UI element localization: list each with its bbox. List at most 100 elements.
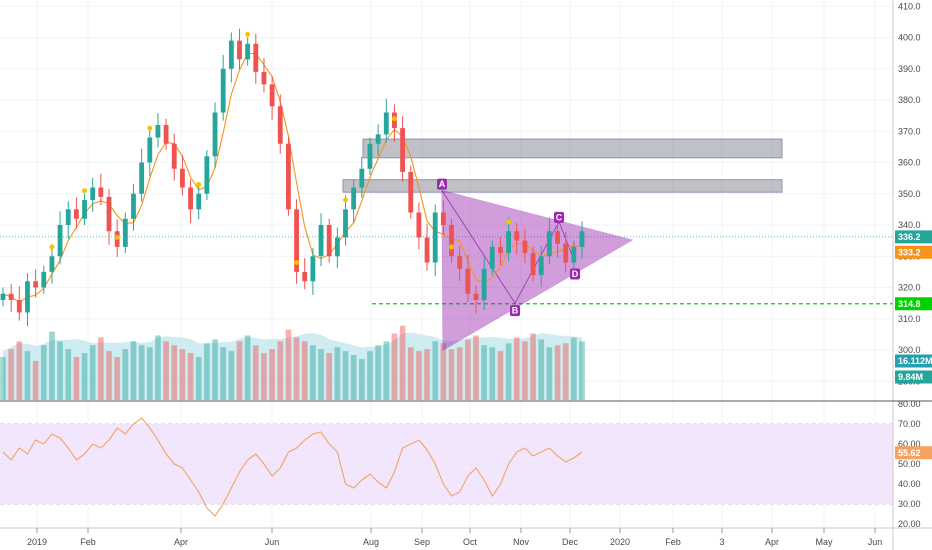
candle-body bbox=[334, 237, 340, 257]
triangle-shape bbox=[441, 189, 634, 351]
candle-body bbox=[16, 300, 22, 313]
candle-body bbox=[432, 212, 438, 263]
price-tick-label: 390.0 bbox=[898, 64, 921, 74]
rsi-value-badge: 55.62 bbox=[898, 448, 921, 458]
candle-body bbox=[82, 200, 87, 219]
volume-bar bbox=[65, 349, 72, 400]
volume-bar bbox=[252, 345, 259, 400]
rsi-tick-label: 40.00 bbox=[898, 479, 921, 489]
signal-dot bbox=[343, 197, 349, 203]
candle-body bbox=[498, 246, 503, 254]
candle-body bbox=[25, 281, 30, 313]
candle-body bbox=[98, 187, 104, 197]
pattern-point-d: D bbox=[572, 269, 579, 279]
volume-bar bbox=[530, 333, 536, 400]
volume-bar bbox=[98, 337, 104, 400]
rsi-value-badge-bg bbox=[895, 446, 932, 460]
volume-badge-2: 9.84M bbox=[898, 372, 923, 382]
price-labels: 336.2 333.2 314.8 16.112M 9.84M 55.62 A B C D bbox=[437, 178, 932, 460]
candle-body bbox=[122, 218, 128, 247]
candle-body bbox=[506, 231, 512, 254]
candle-body bbox=[555, 231, 560, 244]
volume-bar bbox=[562, 343, 569, 400]
rsi-tick-label: 70.00 bbox=[898, 419, 921, 429]
volume-bar bbox=[391, 333, 398, 400]
volume-bar bbox=[350, 355, 357, 400]
pattern-point-a-bg bbox=[437, 178, 447, 190]
time-tick-label: Apr bbox=[765, 537, 779, 547]
signal-dot bbox=[114, 235, 120, 240]
signal-dot bbox=[82, 188, 88, 194]
last-price-badge: 336.2 bbox=[898, 232, 921, 242]
candle-body bbox=[310, 256, 316, 282]
volume-bar bbox=[49, 331, 55, 400]
pattern-point-b: B bbox=[512, 306, 519, 316]
resistance-zone-lower bbox=[342, 179, 783, 193]
volume-bar bbox=[146, 347, 153, 400]
time-tick-label: Sep bbox=[414, 537, 430, 547]
candle-body bbox=[522, 240, 528, 254]
volume-bar bbox=[138, 345, 145, 400]
signal-dot bbox=[449, 244, 455, 250]
candle-body bbox=[514, 231, 520, 241]
candle-body bbox=[326, 225, 332, 257]
candle-body bbox=[73, 209, 79, 219]
rsi-tick-label: 50.00 bbox=[898, 459, 921, 469]
signal-dot bbox=[391, 116, 397, 122]
volume-bar bbox=[8, 349, 14, 400]
volume-bar bbox=[57, 341, 63, 400]
volume-bar bbox=[40, 345, 47, 400]
candle-body bbox=[269, 84, 275, 107]
volume-bar bbox=[448, 349, 455, 400]
candle-body bbox=[277, 106, 283, 144]
ma-value-badge-bg bbox=[895, 245, 932, 259]
volume-bar bbox=[538, 339, 545, 400]
candle-body bbox=[375, 134, 381, 144]
volume-bar bbox=[383, 341, 390, 400]
volume-bar bbox=[204, 343, 210, 400]
volume-bar bbox=[89, 345, 96, 400]
volume-bar bbox=[244, 335, 251, 400]
candle-body bbox=[179, 168, 185, 188]
volume-bar bbox=[326, 353, 333, 400]
volume-bar bbox=[432, 341, 439, 400]
time-tick-label: 2019 bbox=[27, 537, 47, 547]
candle-body bbox=[204, 156, 210, 194]
rsi-path bbox=[2, 417, 583, 517]
volume-bar bbox=[522, 341, 528, 400]
last-price-badge-bg bbox=[895, 230, 932, 244]
volume-bar bbox=[497, 351, 504, 400]
candle-body bbox=[163, 125, 169, 144]
volume-bar bbox=[440, 343, 447, 400]
volume-bar bbox=[579, 341, 585, 400]
price-tick-label: 370.0 bbox=[898, 126, 921, 136]
volume-bar bbox=[359, 358, 365, 400]
volume-bar bbox=[416, 351, 422, 400]
signal-dot bbox=[506, 219, 512, 225]
volume-bar bbox=[171, 345, 178, 400]
candle-body bbox=[416, 212, 422, 238]
candle-body bbox=[196, 193, 202, 210]
candle-body bbox=[538, 256, 544, 275]
volume-bar bbox=[465, 339, 471, 400]
volume-bar bbox=[554, 345, 561, 400]
ma-value-badge: 333.2 bbox=[898, 247, 921, 257]
volume-bar bbox=[489, 347, 496, 400]
rsi-band bbox=[0, 424, 893, 504]
candle-body bbox=[228, 40, 234, 69]
candle-body bbox=[449, 225, 454, 257]
signal-dot bbox=[49, 244, 55, 250]
price-tick-label: 340.0 bbox=[898, 220, 921, 230]
candle-body bbox=[171, 143, 177, 169]
volume-bar bbox=[106, 351, 112, 400]
volume-bar bbox=[505, 343, 512, 400]
volume-bar bbox=[187, 353, 194, 400]
candle-body bbox=[579, 231, 585, 247]
volume-bar bbox=[546, 347, 553, 400]
price-tick-label: 310.0 bbox=[898, 314, 921, 324]
volume-bar bbox=[513, 337, 520, 400]
volume-bar bbox=[473, 335, 479, 400]
time-tick-label: Aug bbox=[363, 537, 379, 547]
volume-area bbox=[3, 332, 582, 400]
volume-bar bbox=[0, 356, 6, 400]
